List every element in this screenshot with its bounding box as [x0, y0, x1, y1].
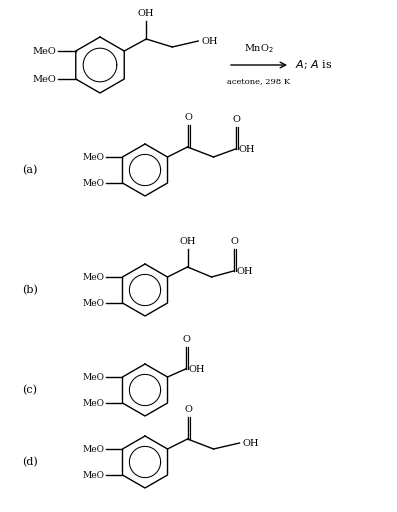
- Text: O: O: [183, 335, 191, 344]
- Text: (d): (d): [22, 457, 38, 467]
- Text: O: O: [233, 115, 241, 124]
- Text: OH: OH: [138, 9, 154, 18]
- Text: MeO: MeO: [83, 373, 104, 381]
- Text: O: O: [185, 113, 193, 122]
- Text: acetone, 298 K: acetone, 298 K: [227, 77, 291, 85]
- Text: OH: OH: [179, 237, 196, 246]
- Text: MeO: MeO: [83, 179, 104, 187]
- Text: OH: OH: [239, 144, 255, 154]
- Text: OH: OH: [189, 365, 205, 373]
- Text: MeO: MeO: [32, 47, 56, 55]
- Text: MeO: MeO: [83, 398, 104, 408]
- Text: OH: OH: [243, 438, 259, 447]
- Text: MeO: MeO: [83, 298, 104, 308]
- Text: MeO: MeO: [83, 153, 104, 161]
- Text: MeO: MeO: [83, 272, 104, 282]
- Text: MeO: MeO: [83, 471, 104, 480]
- Text: MeO: MeO: [83, 444, 104, 454]
- Text: O: O: [185, 405, 193, 414]
- Text: OH: OH: [201, 36, 218, 46]
- Text: OH: OH: [237, 267, 253, 275]
- Text: $A$; $A$ is: $A$; $A$ is: [295, 59, 332, 71]
- Text: O: O: [231, 237, 239, 246]
- Text: (b): (b): [22, 285, 38, 295]
- Text: MnO$_2$: MnO$_2$: [244, 42, 274, 55]
- Text: (c): (c): [22, 385, 37, 395]
- Text: (a): (a): [22, 165, 37, 175]
- Text: MeO: MeO: [32, 75, 56, 83]
